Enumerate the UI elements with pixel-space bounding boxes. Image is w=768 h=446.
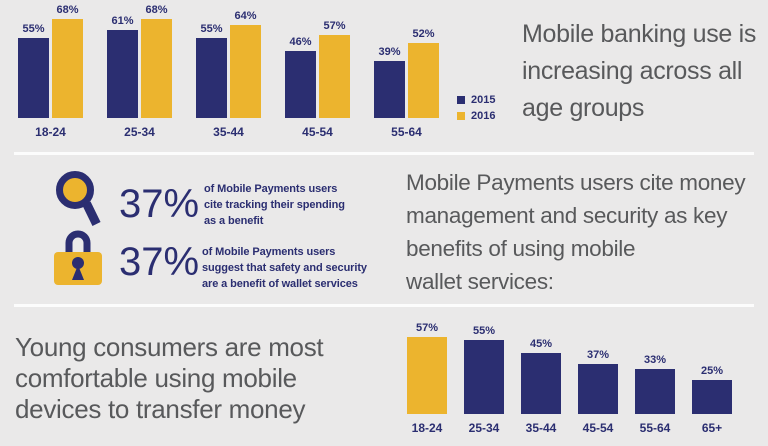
chart-legend: 2015 2016 (457, 94, 495, 122)
bar-value-label: 64% (234, 10, 257, 22)
legend-label-2016: 2016 (471, 110, 496, 122)
bar-group-45-54: 37% 45-54 (578, 322, 618, 435)
bar-group-45-54: 46% 57% 45-54 (285, 4, 350, 139)
bar-group-65+: 25% 65+ (692, 322, 732, 435)
bar-value-label: 46% (289, 36, 312, 48)
bar (692, 380, 732, 414)
bar-value-label: 55% (472, 325, 496, 337)
padlock-icon (54, 230, 102, 285)
headline-transfer-money: Young consumers are most comfortable usi… (15, 332, 324, 424)
stat-value-security: 37% (119, 240, 200, 284)
legend-label-2015: 2015 (471, 94, 496, 106)
category-label: 45-54 (582, 421, 614, 435)
bar-value-label: 68% (145, 4, 168, 16)
magnifier-icon (56, 171, 101, 226)
bar (18, 38, 49, 118)
stat-value-tracking: 37% (119, 182, 200, 226)
grouped-bar-chart-banking-use: 55% 68% 18-24 61% 68% 25-34 55% 64% 35-44 46% 57% 4… (18, 4, 439, 139)
bar (319, 35, 350, 118)
bar-chart-transfer-money: 57% 18-24 55% 25-34 45% 35-44 37% 45-54 33% 55-64… (407, 322, 732, 435)
category-label: 55-64 (639, 421, 671, 435)
section-divider (14, 304, 754, 307)
bar-value-label: 25% (700, 365, 724, 377)
stat-description-tracking: of Mobile Payments users cite tracking t… (204, 183, 345, 227)
headline-payment-benefits: Mobile Payments users cite money managem… (406, 170, 746, 294)
headline-banking-use: Mobile banking use is increasing across … (522, 20, 757, 122)
bar-group-35-44: 55% 64% 35-44 (196, 4, 261, 139)
bar-value-label: 55% (22, 23, 45, 35)
bar (408, 43, 439, 118)
bar (107, 30, 138, 118)
category-label: 35-44 (213, 125, 244, 139)
bar-value-label: 57% (415, 322, 439, 334)
bar-value-label: 37% (586, 349, 610, 361)
bar-group-18-24: 57% 18-24 (407, 322, 447, 435)
bar (374, 61, 405, 118)
bar-value-label: 33% (643, 354, 667, 366)
category-label: 45-54 (302, 125, 333, 139)
bar-group-25-34: 55% 25-34 (464, 322, 504, 435)
bar (52, 19, 83, 118)
bar-value-label: 45% (529, 338, 553, 350)
category-label: 18-24 (35, 125, 66, 139)
category-label: 25-34 (124, 125, 155, 139)
bar-value-label: 68% (56, 4, 79, 16)
bar (196, 38, 227, 118)
bar (521, 353, 561, 414)
bar (285, 51, 316, 118)
bar-value-label: 57% (323, 20, 346, 32)
bar-value-label: 39% (378, 46, 401, 58)
legend-swatch-2015 (457, 96, 465, 104)
category-label: 25-34 (468, 421, 500, 435)
legend-swatch-2016 (457, 112, 465, 120)
bar-value-label: 61% (111, 15, 134, 27)
category-label: 55-64 (391, 125, 422, 139)
category-label: 65+ (701, 421, 723, 435)
bar (407, 337, 447, 414)
bar-group-35-44: 45% 35-44 (521, 322, 561, 435)
legend-item-2016: 2016 (457, 110, 495, 122)
bar-value-label: 52% (412, 28, 435, 40)
bar-group-55-64: 33% 55-64 (635, 322, 675, 435)
bar-group-18-24: 55% 68% 18-24 (18, 4, 83, 139)
legend-item-2015: 2015 (457, 94, 495, 106)
bar (635, 369, 675, 414)
bar (230, 25, 261, 118)
bar-group-25-34: 61% 68% 25-34 (107, 4, 172, 139)
bar (578, 364, 618, 414)
category-label: 18-24 (411, 421, 443, 435)
bar (464, 340, 504, 414)
bar-group-55-64: 39% 52% 55-64 (374, 4, 439, 139)
stat-description-security: of Mobile Payments users suggest that sa… (202, 246, 367, 290)
bar-value-label: 55% (200, 23, 223, 35)
section-divider (14, 152, 754, 155)
bar (141, 19, 172, 118)
category-label: 35-44 (525, 421, 557, 435)
